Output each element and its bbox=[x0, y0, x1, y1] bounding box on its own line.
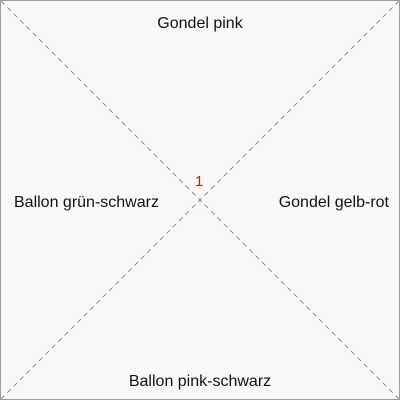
center-marker: 1 bbox=[195, 173, 204, 190]
option-right-zone[interactable]: Gondel gelb-rot bbox=[279, 193, 389, 213]
option-bottom-label: Ballon pink-schwarz bbox=[128, 373, 272, 390]
option-left-label: Ballon grün-schwarz bbox=[14, 194, 159, 211]
option-right-label: Gondel gelb-rot bbox=[278, 194, 389, 211]
option-bottom-zone[interactable]: Ballon pink-schwarz bbox=[1, 372, 399, 392]
option-left-zone[interactable]: Ballon grün-schwarz bbox=[14, 193, 159, 213]
option-top-zone[interactable]: Gondel pink bbox=[1, 14, 399, 34]
option-top-label: Gondel pink bbox=[157, 15, 243, 32]
